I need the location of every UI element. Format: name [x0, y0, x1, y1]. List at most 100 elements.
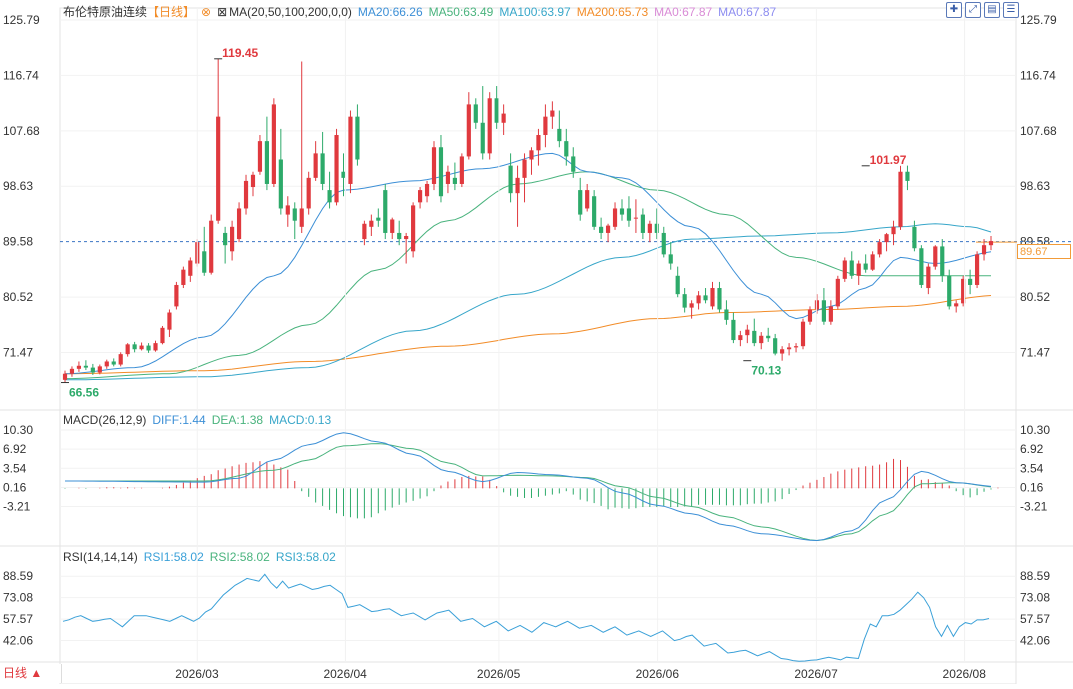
candle-body: [954, 303, 959, 307]
price-tick-left: 116.74: [3, 68, 39, 82]
candle-body: [884, 234, 889, 243]
price-tick-right: 80.52: [1020, 290, 1050, 304]
candle-body: [647, 223, 652, 233]
ma0-value-b: MA0:67.87: [718, 5, 777, 19]
candle-body: [466, 104, 471, 157]
candle-body: [118, 354, 123, 365]
candle-body: [974, 254, 980, 285]
rsi-tick-left: 88.59: [3, 569, 33, 583]
period-switch-button[interactable]: 日线 ▲: [0, 664, 62, 683]
candle-body: [578, 190, 583, 215]
ma50-line: [65, 171, 991, 380]
ma-toggle-icon[interactable]: ⊠: [217, 5, 228, 19]
candle-body: [682, 294, 687, 308]
candle-body: [835, 278, 840, 307]
candle-body: [320, 153, 325, 184]
candle-body: [773, 338, 778, 354]
candle-body: [452, 177, 457, 184]
price-tick-right: 125.79: [1020, 13, 1057, 27]
period-tag[interactable]: 【日线】: [147, 5, 196, 19]
candle-body: [870, 254, 875, 270]
candle-body: [877, 242, 882, 255]
candle-body: [800, 321, 806, 347]
candle-body: [571, 156, 576, 172]
candle-body: [766, 335, 771, 339]
annotation-label: 70.13: [751, 364, 781, 378]
candle-body: [223, 232, 228, 246]
candle-body: [299, 208, 304, 227]
rsi-line: [62, 573, 990, 662]
rsi-tick-right: 57.57: [1020, 612, 1050, 626]
ma-label: MA(20,50,100,200,0,0): [229, 5, 352, 19]
macd-tick-left: 6.92: [3, 442, 27, 456]
candle-body: [494, 98, 499, 123]
ma200-line: [65, 295, 992, 375]
candle-body: [236, 208, 242, 240]
candle-body: [111, 361, 116, 365]
time-tick-label: 2026/05: [477, 667, 521, 681]
rsi-tick-right: 42.06: [1020, 634, 1050, 648]
time-tick-label: 2026/07: [794, 667, 838, 681]
candle-body: [327, 190, 332, 203]
price-tick-left: 125.79: [3, 13, 40, 27]
candle-body: [793, 346, 799, 348]
ma200-value: MA200:65.73: [576, 5, 649, 19]
rsi2-label: RSI2:58.02: [209, 550, 270, 564]
plus-cross-icon[interactable]: ✚: [946, 2, 962, 18]
candle-body: [83, 365, 88, 368]
macd-title: MACD(26,12,9): [63, 413, 147, 427]
ma100-line: [65, 223, 992, 381]
candle-body: [334, 135, 339, 203]
macd-tick-left: 10.30: [3, 423, 33, 437]
candle-body: [139, 345, 144, 350]
price-tick-left: 107.68: [3, 124, 40, 138]
price-tick-right: 107.68: [1020, 124, 1057, 138]
candle-body: [348, 116, 353, 184]
candle-body: [724, 309, 729, 320]
candle-body: [515, 177, 520, 194]
candle-body: [383, 190, 388, 233]
candle-body: [661, 232, 666, 255]
rsi3-label: RSI3:58.02: [275, 550, 336, 564]
annotation-label: 119.45: [222, 46, 258, 60]
time-tick-label: 2026/03: [175, 667, 219, 681]
candle-body: [912, 226, 917, 249]
plot-frame: [59, 7, 1017, 685]
candle-body: [76, 365, 82, 369]
price-tick-right: 71.47: [1020, 345, 1050, 359]
settings-icon[interactable]: ☰: [1003, 2, 1019, 18]
candle-body: [780, 349, 785, 354]
candle-body: [557, 128, 562, 142]
candle-body: [668, 254, 673, 264]
candle-body: [271, 104, 276, 184]
ma20-value: MA20:66.26: [357, 5, 423, 19]
current-price-label: 89.67: [1017, 244, 1071, 259]
candle-body: [153, 343, 158, 351]
rsi-tick-left: 42.06: [3, 634, 33, 648]
chart-toolbar: ✚ ⤢ ▤ ☰: [946, 2, 1019, 18]
candle-body: [891, 226, 896, 235]
candle-body: [828, 306, 833, 322]
candle-body: [522, 159, 527, 178]
candle-body: [355, 116, 360, 160]
chart-type-icon[interactable]: ▤: [984, 2, 1000, 18]
price-tick-left: 98.63: [3, 179, 33, 193]
fullscreen-icon[interactable]: ⤢: [965, 2, 981, 18]
candle-body: [376, 217, 381, 221]
rsi-tick-right: 88.59: [1020, 569, 1050, 583]
candle-body: [905, 171, 910, 181]
candle-body: [543, 116, 548, 136]
candle-body: [424, 183, 430, 197]
candle-body: [550, 110, 555, 117]
candle-body: [703, 295, 708, 301]
candle-body: [431, 147, 437, 184]
candle-body: [564, 141, 569, 157]
candle-body: [397, 232, 402, 240]
price-tick-left: 80.52: [3, 290, 33, 304]
candle-body: [104, 361, 109, 367]
gear-icon[interactable]: ⊗: [201, 5, 212, 19]
candle-body: [278, 159, 283, 209]
candle-body: [188, 260, 193, 276]
candle-body: [947, 275, 952, 307]
